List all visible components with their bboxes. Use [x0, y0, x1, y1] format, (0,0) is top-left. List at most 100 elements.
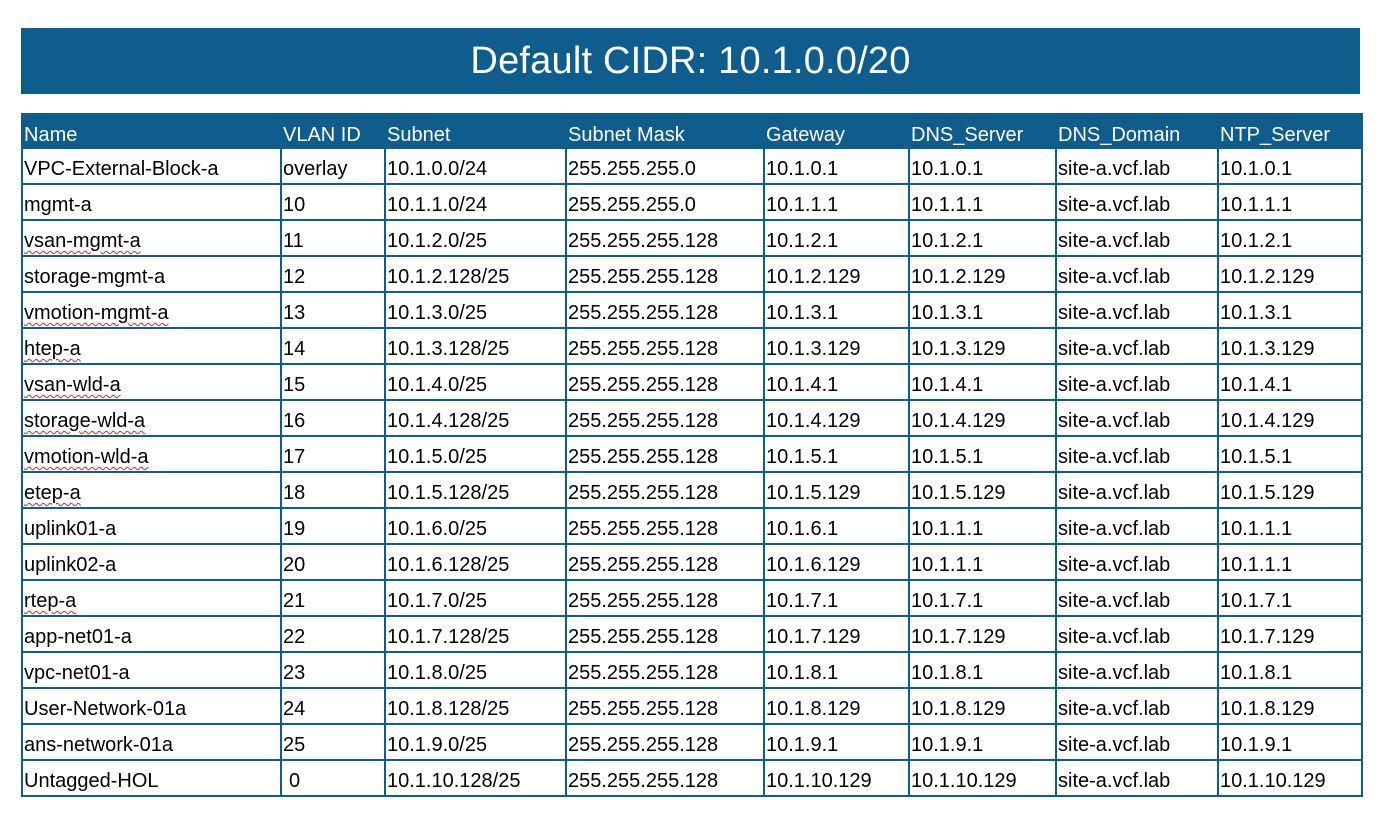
- cell-text: 10.1.4.1: [911, 374, 984, 396]
- cell-text: 10.1.3.129: [911, 338, 1006, 360]
- cell-text: 10.1.0.1: [1220, 158, 1293, 180]
- cell-text: 10.1.1.1: [1220, 518, 1293, 540]
- cell-text: 0: [289, 770, 301, 792]
- cell-text: 10.1.1.1: [911, 518, 984, 540]
- cell-ntp-server: 10.1.2.129: [1217, 255, 1363, 293]
- cell-name: uplink02-a: [21, 543, 282, 581]
- cell-ntp-server: 10.1.7.1: [1217, 579, 1363, 617]
- cell-vlan-id: 21: [280, 579, 386, 617]
- cell-dns-server: 10.1.2.1: [908, 219, 1057, 257]
- cell-text: 10.1.4.0/25: [387, 374, 488, 396]
- cell-vlan-id: 11: [280, 219, 386, 257]
- cell-text: 255.255.255.128: [568, 590, 719, 612]
- column-header-vlan-id: VLAN ID: [280, 113, 386, 149]
- table-row: htep-a 14 10.1.3.128/25 255.255.255.128 10.1…: [21, 327, 1363, 365]
- cell-dns-server: 10.1.10.129: [908, 759, 1057, 797]
- cell-text: 10.1.5.129: [911, 482, 1006, 504]
- column-header-subnet-mask: Subnet Mask: [565, 113, 765, 149]
- table-row: vsan-wld-a 15 10.1.4.0/25 255.255.255.128 10…: [21, 363, 1363, 401]
- cell-name: storage-wld-a: [21, 399, 282, 437]
- cell-vlan-id: 16: [280, 399, 386, 437]
- table-row: vmotion-mgmt-a 13 10.1.3.0/25 255.255.255.1…: [21, 291, 1363, 329]
- table-row: rtep-a 21 10.1.7.0/25 255.255.255.128 10.1.7…: [21, 579, 1363, 617]
- cell-text: uplink02-a: [24, 554, 117, 576]
- cell-text: site-a.vcf.lab: [1058, 590, 1171, 612]
- cell-text: 10.1.5.1: [766, 446, 839, 468]
- cell-text: 255.255.255.128: [568, 302, 719, 324]
- cell-gateway: 10.1.2.129: [763, 255, 910, 293]
- cell-text: 255.255.255.128: [568, 734, 719, 756]
- cell-text: User-Network-01a: [24, 698, 187, 720]
- cell-text: 15: [283, 374, 306, 396]
- cell-dns-domain: site-a.vcf.lab: [1055, 579, 1219, 617]
- cell-text: 10.1.8.128/25: [387, 698, 510, 720]
- cell-dns-server: 10.1.2.129: [908, 255, 1057, 293]
- cell-text: site-a.vcf.lab: [1058, 338, 1171, 360]
- cell-text: 10.1.1.1: [1220, 554, 1293, 576]
- cell-subnet-mask: 255.255.255.128: [565, 219, 765, 257]
- table-row: vmotion-wld-a 17 10.1.5.0/25 255.255.255.12…: [21, 435, 1363, 473]
- cell-text: 10.1.10.128/25: [387, 770, 521, 792]
- cell-text: 10.1.5.129: [766, 482, 861, 504]
- cell-vlan-id: 13: [280, 291, 386, 329]
- cell-text: 10.1.7.129: [911, 626, 1006, 648]
- cell-subnet: 10.1.3.128/25: [384, 327, 567, 365]
- cell-ntp-server: 10.1.4.129: [1217, 399, 1363, 437]
- cell-text: vmotion-mgmt-a: [24, 302, 169, 324]
- cell-gateway: 10.1.9.1: [763, 723, 910, 761]
- cell-subnet: 10.1.7.0/25: [384, 579, 567, 617]
- cell-dns-server: 10.1.5.129: [908, 471, 1057, 509]
- cell-text: 10.1.4.1: [766, 374, 839, 396]
- cell-text: 10.1.4.129: [766, 410, 861, 432]
- cell-dns-domain: site-a.vcf.lab: [1055, 615, 1219, 653]
- cell-text: 12: [283, 266, 306, 288]
- cell-text: 10.1.2.129: [766, 266, 861, 288]
- cell-subnet: 10.1.7.128/25: [384, 615, 567, 653]
- cell-vlan-id: 20: [280, 543, 386, 581]
- cell-ntp-server: 10.1.8.1: [1217, 651, 1363, 689]
- cell-subnet-mask: 255.255.255.128: [565, 615, 765, 653]
- cell-name: Untagged-HOL: [21, 759, 282, 797]
- cell-text: rtep-a: [24, 590, 77, 612]
- cell-text: site-a.vcf.lab: [1058, 158, 1171, 180]
- column-header-dns-domain: DNS_Domain: [1055, 113, 1219, 149]
- cell-text: site-a.vcf.lab: [1058, 554, 1171, 576]
- cell-name: User-Network-01a: [21, 687, 282, 725]
- cell-text: 255.255.255.128: [568, 662, 719, 684]
- cell-vlan-id: 23: [280, 651, 386, 689]
- cell-ntp-server: 10.1.3.129: [1217, 327, 1363, 365]
- cell-text: 10.1.5.0/25: [387, 446, 488, 468]
- cell-subnet: 10.1.4.0/25: [384, 363, 567, 401]
- cell-text: 10.1.1.1: [911, 554, 984, 576]
- cell-text: vpc-net01-a: [24, 662, 130, 684]
- cell-text: mgmt-a: [24, 194, 92, 216]
- cell-gateway: 10.1.1.1: [763, 183, 910, 221]
- cell-text: 14: [283, 338, 306, 360]
- cell-text: 255.255.255.128: [568, 338, 719, 360]
- cell-text: 10.1.4.129: [911, 410, 1006, 432]
- cell-text: site-a.vcf.lab: [1058, 662, 1171, 684]
- cell-text: 10.1.8.129: [1220, 698, 1315, 720]
- cell-dns-domain: site-a.vcf.lab: [1055, 363, 1219, 401]
- cell-dns-domain: site-a.vcf.lab: [1055, 219, 1219, 257]
- cell-text: site-a.vcf.lab: [1058, 734, 1171, 756]
- cell-gateway: 10.1.5.1: [763, 435, 910, 473]
- cell-gateway: 10.1.6.129: [763, 543, 910, 581]
- cell-text: 10.1.4.1: [1220, 374, 1293, 396]
- cell-ntp-server: 10.1.7.129: [1217, 615, 1363, 653]
- cell-text: 10.1.7.0/25: [387, 590, 488, 612]
- cell-ntp-server: 10.1.5.1: [1217, 435, 1363, 473]
- cell-dns-domain: site-a.vcf.lab: [1055, 507, 1219, 545]
- cell-text: 10: [283, 194, 306, 216]
- cell-name: VPC-External-Block-a: [21, 147, 282, 185]
- cell-dns-server: 10.1.1.1: [908, 543, 1057, 581]
- cell-text: 10.1.7.1: [766, 590, 839, 612]
- cell-text: storage-mgmt-a: [24, 266, 166, 288]
- table-row: VPC-External-Block-a overlay 10.1.0.0/24 25…: [21, 147, 1363, 185]
- cell-text: 20: [283, 554, 306, 576]
- cell-dns-server: 10.1.4.1: [908, 363, 1057, 401]
- cell-dns-server: 10.1.3.1: [908, 291, 1057, 329]
- cell-text: 17: [283, 446, 306, 468]
- cell-gateway: 10.1.4.1: [763, 363, 910, 401]
- cell-vlan-id: 19: [280, 507, 386, 545]
